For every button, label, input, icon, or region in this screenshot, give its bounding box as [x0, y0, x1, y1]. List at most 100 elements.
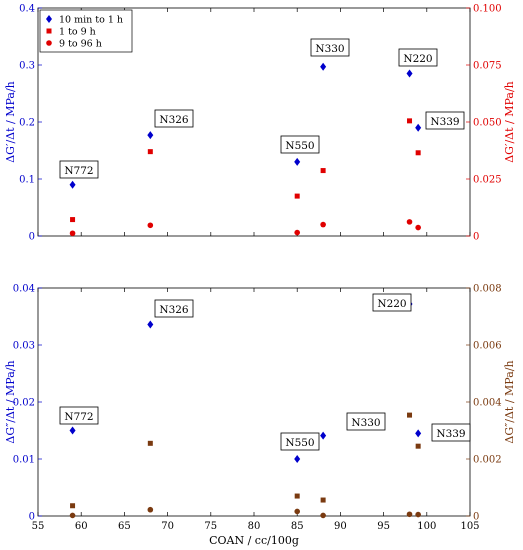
x-tick-label: 95: [377, 521, 390, 532]
legend-box: [39, 9, 133, 53]
annotation-box: [59, 160, 99, 179]
data-point-circle: [294, 229, 301, 236]
annotation-n339: N339: [425, 111, 465, 130]
data-point-diamond: [406, 69, 413, 78]
annotation-label: N220: [377, 298, 406, 310]
annotation-n339: N339: [431, 423, 471, 442]
data-point-diamond: [415, 123, 422, 132]
annotation-n550: N550: [280, 432, 320, 451]
annotation-n772: N772: [59, 406, 99, 425]
annotation-label: N326: [159, 114, 189, 126]
annotation-box: [280, 432, 320, 451]
series-diamond: [69, 299, 422, 463]
y-right-tick-label: 0.006: [473, 341, 502, 352]
annotation-label: N550: [285, 437, 314, 449]
y-left-tick-label: 0.04: [13, 284, 35, 295]
y-left-axis-label: ΔG′/Δt / MPa/h: [4, 81, 17, 163]
y-left-tick-label: 0.1: [19, 175, 35, 186]
x-tick-label: 75: [204, 521, 217, 532]
annotation-label: N330: [351, 417, 380, 429]
data-point-square: [407, 118, 413, 124]
data-point-square: [70, 217, 76, 223]
y-left-tick-label: 0.02: [13, 398, 35, 409]
y-left-tick-label: 0: [29, 512, 35, 523]
data-point-square: [147, 440, 153, 446]
data-point-square: [147, 149, 153, 155]
annotation-n220: N220: [372, 293, 412, 312]
annotation-box: [154, 299, 194, 318]
series-diamond: [69, 62, 422, 189]
data-point-square: [415, 150, 421, 156]
annotation-box: [280, 135, 320, 154]
data-point-circle: [320, 512, 326, 519]
annotation-label: N339: [436, 428, 465, 440]
x-tick-label: 65: [118, 521, 131, 532]
y-right-tick-label: 0.100: [473, 4, 502, 15]
y-left-tick-label: 0.03: [13, 341, 35, 352]
panel-storage-modulus: 0 0.1 0.2 0.3 0.4 0 0.025 0.050 0.075 0.100 ΔG′/Δt…: [4, 4, 516, 243]
x-tick-label: 70: [161, 521, 174, 532]
annotation-n220: N220: [398, 48, 438, 67]
y-right-tick-label: 0.008: [473, 284, 502, 295]
series-circle: [69, 506, 421, 519]
data-point-diamond: [320, 431, 327, 440]
annotation-label: N772: [64, 411, 93, 423]
data-point-circle: [406, 219, 413, 225]
y-right-tick-label: 0.075: [473, 61, 502, 72]
data-point-diamond: [147, 131, 154, 140]
x-axis-label: COAN / cc/100g: [209, 534, 299, 547]
annotation-label: N550: [285, 140, 314, 152]
y-right-tick-label: 0: [473, 232, 479, 243]
data-point-square: [320, 168, 326, 174]
y-left-tick-label: 0.2: [19, 118, 35, 129]
y-right-tick-label: 0: [473, 512, 479, 523]
annotation-label: N339: [430, 116, 459, 128]
legend-marker-diamond: [46, 15, 52, 23]
y-left-tick-label: 0.4: [19, 4, 35, 15]
data-point-diamond: [294, 157, 301, 166]
data-point-diamond: [415, 429, 422, 438]
annotation-box: [59, 406, 99, 425]
data-point-circle: [406, 511, 413, 518]
series-square: [70, 118, 421, 223]
y-left-tick-label: 0: [29, 232, 35, 243]
y-right-axis-label: ΔG′/Δt / MPa/h: [503, 81, 516, 163]
data-point-square: [294, 493, 300, 499]
data-point-diamond: [69, 426, 76, 435]
y-right-axis-label: ΔG″/Δt / MPa/h: [503, 360, 516, 443]
legend: 10 min to 1 h1 to 9 h9 to 96 h: [39, 9, 133, 53]
annotation-label: N326: [159, 304, 189, 316]
x-tick-label: 90: [334, 521, 347, 532]
data-point-circle: [294, 508, 301, 515]
legend-marker-square: [46, 28, 52, 34]
data-point-square: [320, 497, 326, 503]
y-left-tick-label: 0.01: [13, 455, 35, 466]
annotation-label: N772: [64, 165, 93, 177]
legend-marker-circle: [46, 40, 52, 46]
data-point-diamond: [69, 180, 76, 189]
x-tick-label: 100: [417, 521, 436, 532]
annotation-label: N330: [315, 43, 344, 55]
legend-entry: 1 to 9 h: [59, 26, 96, 37]
annotation-n772: N772: [59, 160, 99, 179]
data-point-square: [407, 412, 413, 418]
legend-entry: 9 to 96 h: [59, 38, 102, 49]
annotation-n550: N550: [280, 135, 320, 154]
y-left-tick-label: 0.3: [19, 61, 35, 72]
data-point-circle: [147, 222, 154, 229]
data-point-square: [415, 443, 421, 449]
annotation-box: [431, 423, 471, 442]
annotation-box: [425, 111, 465, 130]
annotation-box: [310, 38, 350, 57]
data-point-circle: [415, 511, 421, 518]
y-right-tick-label: 0.050: [473, 118, 502, 129]
annotation-label: N220: [403, 53, 432, 65]
annotation-box: [398, 48, 438, 67]
data-point-circle: [320, 221, 326, 228]
y-right-tick-label: 0.004: [473, 398, 502, 409]
data-point-circle: [69, 512, 76, 519]
data-point-square: [294, 193, 300, 199]
data-point-circle: [147, 506, 154, 513]
x-tick-label: 60: [75, 521, 88, 532]
